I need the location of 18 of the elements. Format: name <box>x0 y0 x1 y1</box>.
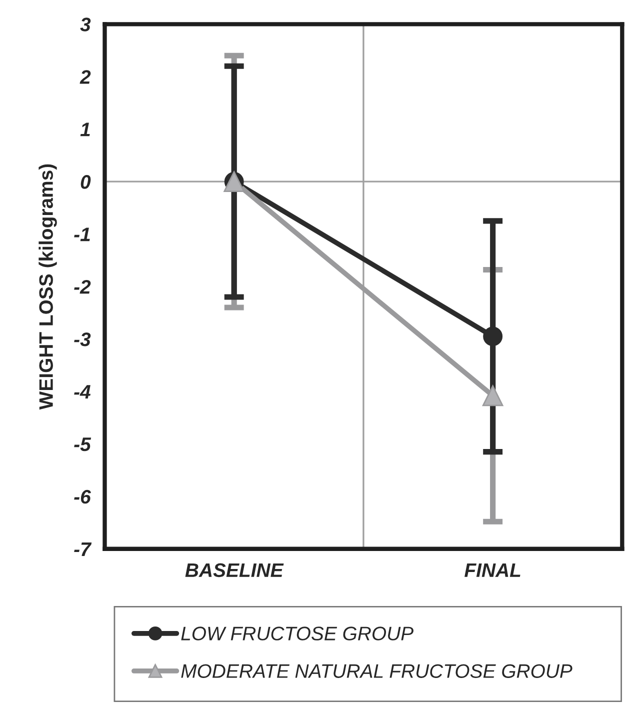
legend-label: MODERATE NATURAL FRUCTOSE GROUP <box>181 664 572 678</box>
y-tick-label: -7 <box>74 542 92 556</box>
y-tick-label: -2 <box>74 280 91 294</box>
y-tick-label: 0 <box>80 175 91 189</box>
y-tick-label: 1 <box>80 122 90 136</box>
y-axis-title: WEIGHT LOSS (kilograms) <box>38 164 57 410</box>
x-tick-label: FINAL <box>464 563 520 577</box>
point <box>482 385 504 406</box>
y-tick-label: 3 <box>80 18 91 32</box>
y-tick-label: -6 <box>74 490 91 504</box>
y-tick-label: -5 <box>74 438 92 452</box>
legend-label: LOW FRUCTOSE GROUP <box>181 626 414 640</box>
y-tick-label: -3 <box>74 332 91 346</box>
y-tick-label: -1 <box>74 228 90 242</box>
y-tick-label: -4 <box>74 385 91 399</box>
y-tick-label: 2 <box>80 70 91 84</box>
point <box>483 326 503 346</box>
x-tick-label: BASELINE <box>185 563 284 578</box>
